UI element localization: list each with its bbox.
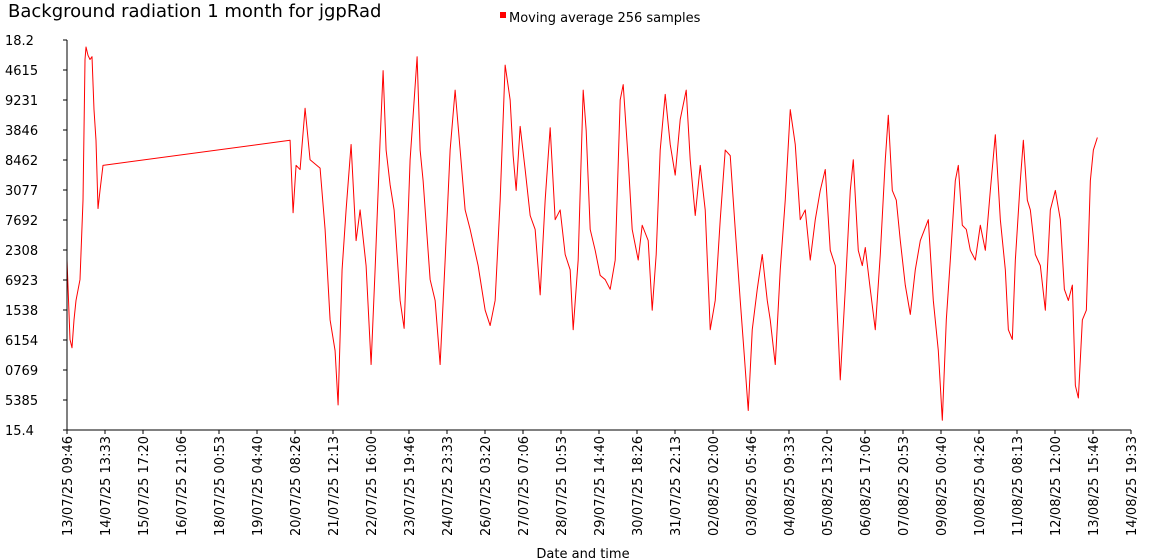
y-tick-label: 3077 (5, 184, 38, 199)
x-tick-label: 27/07/25 07:06 (517, 436, 532, 536)
x-tick-label: 15/07/25 17:20 (137, 436, 152, 536)
y-tick-label: 18.2 (5, 34, 34, 49)
y-tick-label: 5385 (5, 394, 38, 409)
x-tick-label: 24/07/25 23:33 (441, 436, 456, 536)
x-tick-label: 16/07/25 21:06 (175, 436, 190, 536)
x-tick-label: 09/08/25 00:40 (935, 436, 950, 536)
x-tick-label: 02/08/25 02:00 (707, 436, 722, 536)
x-tick-label: 19/07/25 04:40 (251, 436, 266, 536)
y-tick-label: 3846 (5, 124, 38, 139)
x-tick-label: 14/07/25 13:33 (99, 436, 114, 536)
x-tick-label: 07/08/25 20:53 (897, 436, 912, 536)
x-tick-label: 29/07/25 14:40 (593, 436, 608, 536)
x-tick-label: 22/07/25 16:00 (365, 436, 380, 536)
chart-title: Background radiation 1 month for jgpRad (8, 1, 381, 22)
x-tick-label: 31/07/25 22:13 (669, 436, 684, 536)
x-tick-label: 13/07/25 09:46 (61, 436, 76, 536)
y-tick-label: 2308 (5, 244, 38, 259)
x-tick-label: 03/08/25 05:46 (745, 436, 760, 536)
y-tick-label: 15.4 (5, 424, 34, 439)
data-line (66, 46, 1098, 421)
y-tick-label: 1538 (5, 304, 38, 319)
y-tick-label: 8462 (5, 154, 38, 169)
x-tick-label: 28/07/25 10:53 (555, 436, 570, 536)
x-tick-label: 14/08/25 19:33 (1125, 436, 1140, 536)
x-tick-label: 23/07/25 19:46 (403, 436, 418, 536)
x-tick-label: 26/07/25 03:20 (479, 436, 494, 536)
y-tick-label: 0769 (5, 364, 38, 379)
legend-label: Moving average 256 samples (509, 11, 701, 26)
x-tick-label: 04/08/25 09:33 (783, 436, 798, 536)
y-tick-label: 6154 (5, 334, 38, 349)
y-tick-label: 4615 (5, 64, 38, 79)
y-tick-label: 9231 (5, 94, 38, 109)
x-tick-label: 20/07/25 08:26 (289, 436, 304, 536)
y-tick-label: 7692 (5, 214, 38, 229)
x-tick-label: 30/07/25 18:26 (631, 436, 646, 536)
plot (66, 46, 1098, 421)
x-tick-label: 11/08/25 08:13 (1011, 436, 1026, 536)
x-tick-label: 06/08/25 17:06 (859, 436, 874, 536)
legend-swatch (500, 12, 506, 18)
x-tick-label: 10/08/25 04:26 (973, 436, 988, 536)
x-tick-label: 18/07/25 00:53 (213, 436, 228, 536)
x-tick-label: 13/08/25 15:46 (1087, 436, 1102, 536)
x-tick-label: 12/08/25 12:00 (1049, 436, 1064, 536)
y-tick-label: 6923 (5, 274, 38, 289)
x-tick-label: 21/07/25 12:13 (327, 436, 342, 536)
x-tick-label: 05/08/25 13:20 (821, 436, 836, 536)
x-axis-label: Date and time (536, 547, 629, 560)
